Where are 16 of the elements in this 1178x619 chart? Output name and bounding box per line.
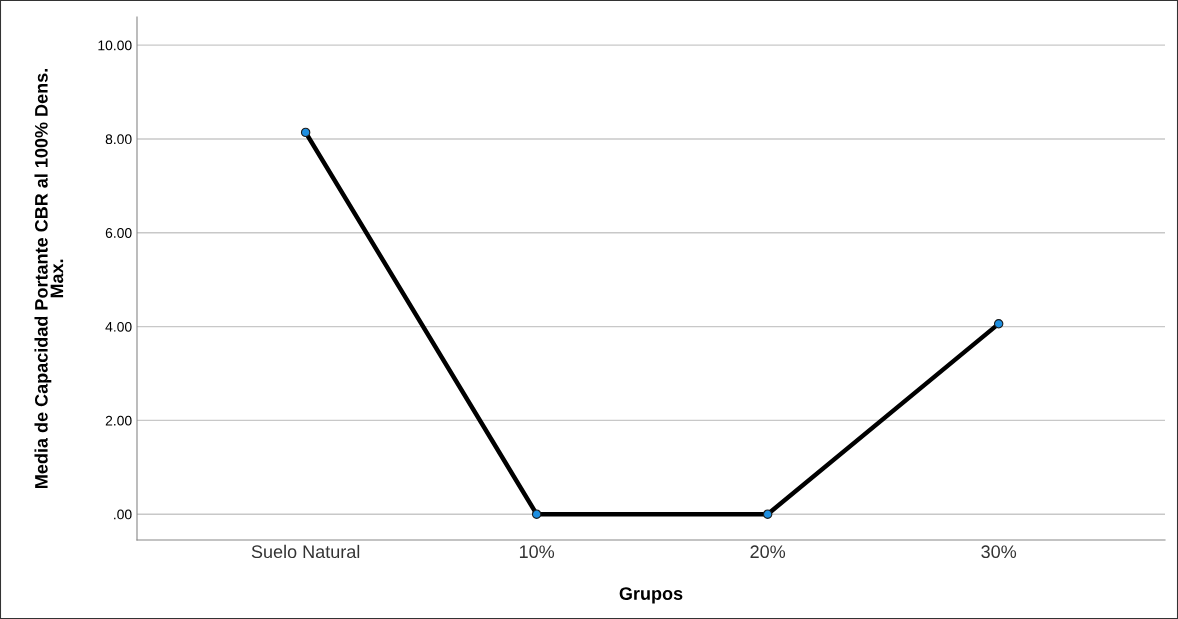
point: [762, 509, 773, 519]
x-tick-label: 10%: [519, 545, 555, 559]
y-tick-label: 8.00: [105, 134, 132, 145]
x-axis-title: Grupos: [619, 587, 683, 604]
x-tick-label: Suelo Natural: [251, 544, 360, 559]
y-tick-label: 6.00: [105, 228, 132, 238]
y-axis-title: Media de Capacidad Portante CBR al 100% Dens. Max.: [34, 69, 64, 488]
y-tick-label: 2.00: [105, 415, 132, 426]
y-tick-label: 4.00: [105, 321, 132, 332]
point: [300, 127, 311, 138]
y-tick-label: 10.00: [98, 40, 132, 51]
point: [993, 319, 1004, 329]
point: [531, 509, 542, 519]
x-tick-label: 30%: [981, 545, 1017, 559]
y-tick-label: .00: [114, 509, 132, 520]
x-tick-label: 20%: [750, 545, 786, 559]
